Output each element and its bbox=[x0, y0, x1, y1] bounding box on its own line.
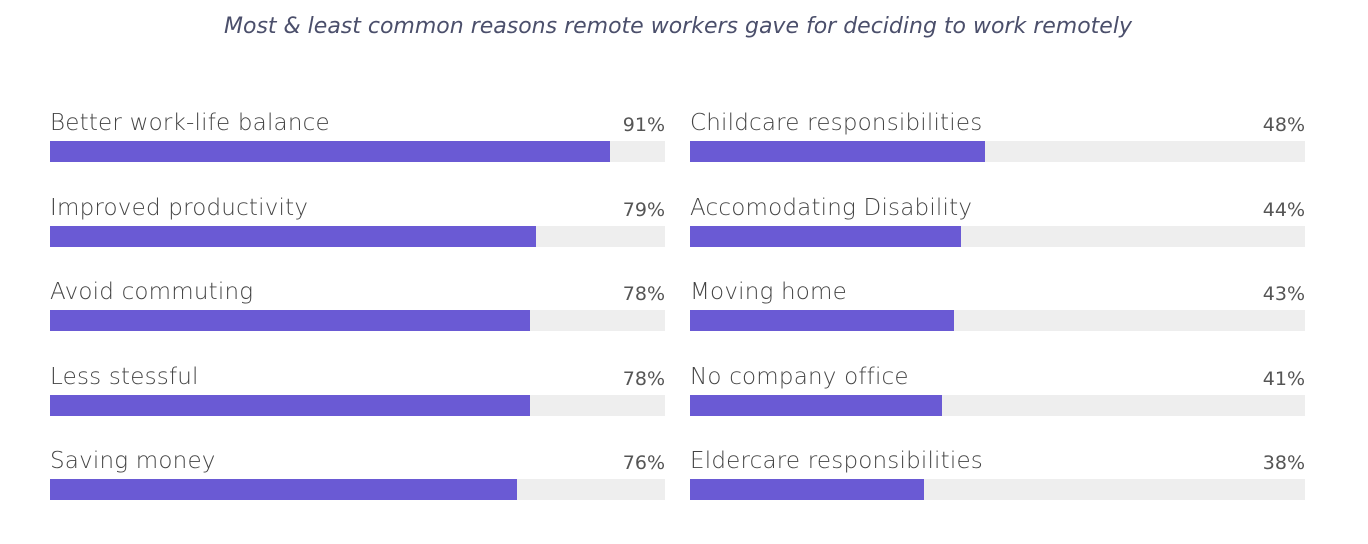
bar-track bbox=[690, 141, 1305, 162]
bar bbox=[690, 394, 943, 416]
category-label: Eldercare responsibilities bbox=[690, 448, 983, 474]
bar-track bbox=[50, 225, 665, 247]
bar-track bbox=[690, 225, 1305, 247]
bar-track bbox=[690, 310, 1305, 331]
bar bbox=[50, 394, 530, 416]
bar-track bbox=[50, 141, 665, 162]
bar bbox=[50, 225, 536, 247]
least-common-column: Childcare responsibilities 48% Accomodatin… bbox=[690, 108, 1305, 531]
bar-row: No company office 41% bbox=[690, 362, 1305, 447]
most-common-column: Better work-life balance 91% Improved prod… bbox=[50, 108, 665, 531]
value-label: 79% bbox=[622, 198, 665, 221]
category-label: Moving home bbox=[690, 279, 848, 305]
category-label: Improved productivity bbox=[50, 194, 309, 221]
bar-row: Avoid commuting 78% bbox=[50, 277, 665, 362]
value-label: 44% bbox=[1262, 198, 1305, 221]
bar bbox=[690, 310, 955, 331]
bar bbox=[690, 141, 986, 162]
category-label: Less stessful bbox=[50, 363, 199, 390]
value-label: 78% bbox=[622, 367, 665, 390]
value-label: 76% bbox=[622, 452, 665, 474]
bar bbox=[690, 479, 924, 500]
bar-track bbox=[690, 479, 1305, 500]
value-label: 91% bbox=[622, 114, 665, 136]
chart-title: Most & least common reasons remote worke… bbox=[224, 14, 1132, 39]
bar bbox=[50, 479, 518, 500]
bar-row: Improved productivity 79% bbox=[50, 193, 665, 278]
bar-row: Saving money 76% bbox=[50, 446, 665, 531]
value-label: 41% bbox=[1262, 367, 1305, 390]
category-label: Saving money bbox=[50, 448, 216, 474]
bar-row: Moving home 43% bbox=[690, 277, 1305, 362]
bar-track bbox=[50, 394, 665, 416]
bar bbox=[690, 225, 961, 247]
bar-track bbox=[690, 394, 1305, 416]
category-label: Better work-life balance bbox=[50, 110, 330, 136]
category-label: Childcare responsibilities bbox=[690, 110, 983, 136]
bar-track bbox=[50, 479, 665, 500]
bar-row: Less stessful 78% bbox=[50, 362, 665, 447]
category-label: No company office bbox=[690, 363, 909, 390]
category-label: Accomodating Disability bbox=[690, 194, 973, 221]
bar-row: Better work-life balance 91% bbox=[50, 108, 665, 193]
value-label: 43% bbox=[1262, 283, 1305, 305]
bar-track bbox=[50, 310, 665, 331]
bar bbox=[50, 141, 610, 162]
value-label: 48% bbox=[1262, 114, 1305, 136]
value-label: 78% bbox=[622, 283, 665, 305]
category-label: Avoid commuting bbox=[50, 279, 254, 305]
bar-row: Eldercare responsibilities 38% bbox=[690, 446, 1305, 531]
bar bbox=[50, 310, 530, 331]
bar-row: Childcare responsibilities 48% bbox=[690, 108, 1305, 193]
bar-row: Accomodating Disability 44% bbox=[690, 193, 1305, 278]
value-label: 38% bbox=[1262, 452, 1305, 474]
